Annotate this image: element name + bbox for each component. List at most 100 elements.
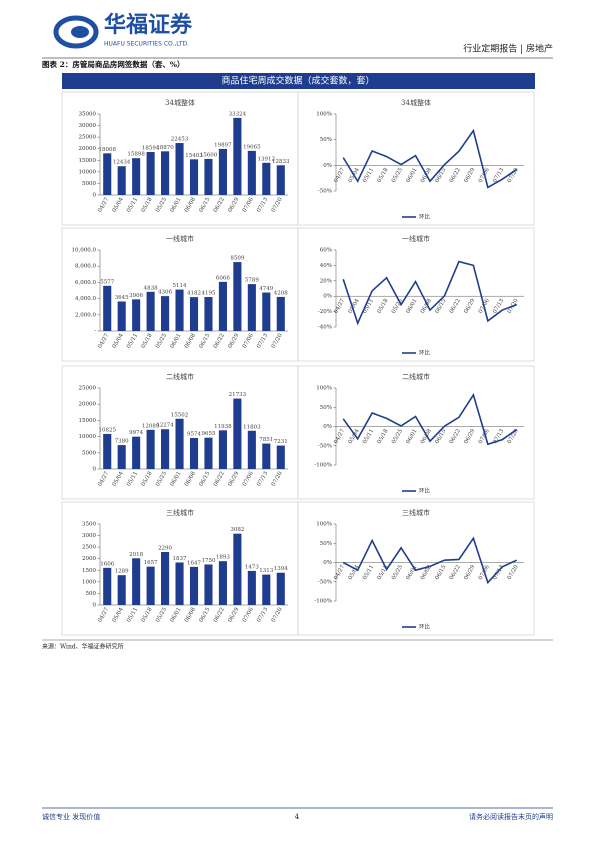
bar	[175, 289, 184, 331]
bar	[233, 117, 242, 195]
data-label: 33324	[229, 111, 247, 117]
bar	[117, 301, 126, 331]
chart-title: 一线城市	[166, 234, 194, 243]
bar	[117, 575, 126, 605]
y-tick-label: 500	[86, 591, 97, 597]
y-tick-label: 1000	[82, 579, 96, 585]
banner	[62, 73, 535, 89]
y-tick-label: 0	[93, 603, 97, 609]
data-label: 7380	[115, 439, 129, 445]
legend-label: 环比	[419, 213, 431, 221]
data-label: 3906	[129, 293, 143, 299]
data-label: 15502	[171, 412, 189, 418]
data-label: 1394	[274, 566, 288, 572]
y-tick-label: 0%	[323, 294, 332, 300]
chart-title: 三线城市	[166, 508, 194, 517]
bar	[189, 437, 199, 469]
bar	[276, 445, 285, 469]
bar	[276, 572, 285, 605]
y-tick-label: 5000	[82, 181, 96, 187]
y-tick-label: 6,000.0	[75, 280, 96, 286]
chart-title: 三线城市	[402, 508, 430, 517]
y-tick-label: 2,000.0	[75, 312, 96, 318]
data-label: 2018	[129, 552, 143, 558]
bar	[146, 291, 155, 331]
y-tick-label: 8,000.0	[75, 264, 96, 270]
bar	[262, 443, 271, 469]
bar	[218, 430, 227, 469]
y-tick-label: 4,000.0	[75, 296, 96, 302]
bar	[103, 567, 112, 605]
y-tick-label: -	[94, 329, 96, 335]
chart-panel	[297, 227, 535, 362]
bar	[189, 566, 199, 605]
company-en: HUAFU SECURITIES CO.,LTD.	[104, 41, 189, 48]
y-tick-label: 5000	[82, 450, 96, 456]
source-note: 来源：Wind、华福证券研究所	[42, 643, 124, 651]
bar	[204, 297, 213, 331]
data-label: 19065	[243, 144, 261, 150]
data-label: 11803	[243, 424, 261, 430]
bar	[103, 285, 112, 331]
data-label: 1893	[216, 555, 230, 561]
chart-title: 34城整体	[165, 98, 195, 107]
data-label: 12434	[113, 160, 131, 166]
data-label: 9574	[187, 431, 201, 437]
bar	[146, 429, 155, 469]
bar	[247, 150, 256, 195]
chart-title: 一线城市	[402, 234, 430, 243]
bar	[204, 564, 213, 605]
y-tick-label: 3500	[82, 522, 96, 528]
data-label: 15600	[200, 152, 218, 158]
bar	[103, 153, 112, 195]
legend-label: 环比	[419, 349, 431, 357]
bar	[247, 430, 256, 469]
data-label: 11938	[214, 424, 232, 430]
bar	[161, 151, 170, 195]
footer-right: 请务必阅读报告末页的声明	[469, 812, 553, 821]
y-tick-label: 40%	[320, 263, 332, 269]
data-label: 1313	[259, 568, 273, 574]
bar	[262, 162, 271, 195]
charts: 34城整体05000100001500020000250003000035000…	[61, 91, 535, 636]
y-tick-label: 20%	[320, 278, 332, 284]
chart-title: 二线城市	[402, 372, 430, 381]
y-tick-label: 60%	[320, 248, 332, 254]
data-label: 18008	[98, 147, 116, 153]
bar	[175, 143, 184, 195]
data-label: 2290	[158, 546, 172, 552]
data-label: 13912	[258, 156, 276, 162]
bar	[132, 158, 141, 195]
bar	[233, 533, 242, 605]
footer-left: 诚信专业 发现价值	[42, 812, 100, 821]
data-label: 9655	[201, 431, 215, 437]
bar	[146, 151, 155, 195]
bar	[204, 158, 213, 195]
page-number: 4	[295, 813, 300, 821]
logo	[53, 15, 99, 49]
line-series	[342, 128, 518, 189]
line-series	[342, 260, 518, 326]
bar	[161, 429, 170, 469]
data-label: 12089	[142, 423, 160, 429]
y-tick-label: -40%	[318, 325, 332, 331]
y-tick-label: 25000	[79, 135, 97, 141]
y-tick-label: 10000	[79, 169, 97, 175]
y-tick-label: 10,000.0	[72, 248, 97, 254]
bar	[218, 281, 227, 331]
company-name: 华福证券	[104, 12, 193, 38]
y-tick-label: 10000	[79, 434, 97, 440]
y-tick-label: 25000	[79, 386, 97, 392]
data-label: 4195	[201, 291, 215, 297]
y-tick-label: 0	[93, 467, 97, 473]
data-label: 22453	[171, 137, 189, 143]
data-label: 1647	[187, 560, 201, 566]
bar	[276, 165, 285, 195]
y-tick-label: 15000	[79, 158, 97, 164]
bar	[189, 297, 199, 331]
y-tick-label: 100%	[316, 386, 332, 392]
legend-label: 环比	[419, 623, 431, 631]
y-tick-label: 50%	[320, 541, 332, 547]
